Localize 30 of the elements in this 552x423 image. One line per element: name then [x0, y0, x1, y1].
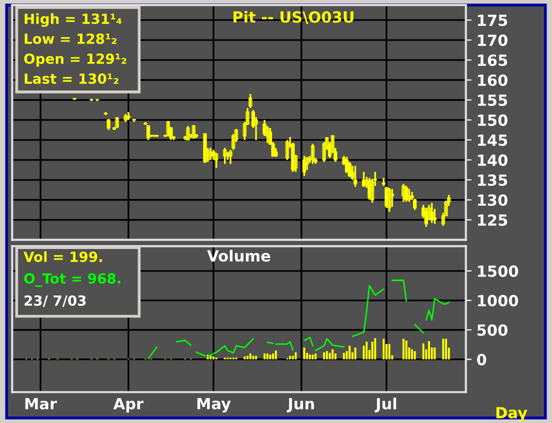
- y-tick-label: 150: [478, 114, 508, 126]
- annotation: O_Tot = 968.: [24, 273, 120, 287]
- y-tick-label: 175: [478, 14, 508, 26]
- annotation: Vol = 199.: [24, 251, 102, 262]
- y-tick-label: 165: [478, 54, 508, 66]
- y-tick-label: 155: [478, 94, 508, 106]
- x-tick-label: Jun: [286, 398, 314, 412]
- y-tick-label: 140: [478, 154, 508, 166]
- annotation: Open = 129¹₂: [24, 53, 126, 67]
- y-tick-label: 135: [478, 174, 508, 186]
- annotation: Last = 130¹₂: [24, 73, 118, 84]
- y-tick-label: 145: [478, 134, 508, 146]
- y-tick-label: 170: [478, 34, 508, 46]
- y-tick-label: 500: [477, 324, 508, 336]
- y-tick-label: 130: [478, 194, 508, 206]
- y-tick-label: 1000: [478, 294, 518, 306]
- y-tick-label: 160: [478, 74, 508, 86]
- annotation: High = 131¹₄: [24, 13, 122, 27]
- chart-title: Pit -- US\O03U: [234, 10, 354, 24]
- y-tick-label: 125: [478, 214, 508, 226]
- x-tick-label: Mar: [25, 398, 57, 410]
- annotation: 23/ 7/03: [24, 295, 86, 307]
- x-tick-label: Jul: [374, 398, 396, 412]
- annotation: Low = 128¹₂: [24, 33, 116, 44]
- x-axis-title: Day: [496, 407, 528, 422]
- x-tick-label: Apr: [113, 398, 144, 412]
- y-tick-label: 0: [477, 354, 486, 366]
- x-tick-label: May: [197, 398, 231, 412]
- y-tick-label: 1500: [478, 265, 518, 277]
- chart-title: Volume: [207, 250, 270, 262]
